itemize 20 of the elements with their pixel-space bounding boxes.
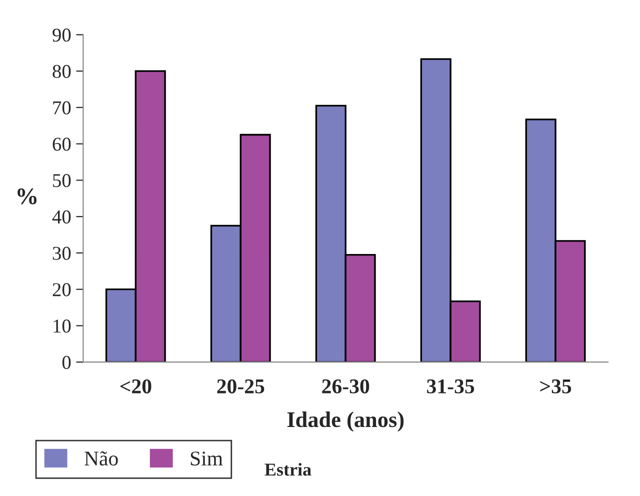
legend-label: Não xyxy=(84,451,118,466)
y-tick-label: 60 xyxy=(52,138,71,151)
y-tick-label: 70 xyxy=(53,101,71,114)
legend-title: Estria xyxy=(264,463,312,476)
legend-label: Sim xyxy=(190,452,223,466)
y-tick-label: 0 xyxy=(62,356,71,370)
y-tick-label: 10 xyxy=(54,320,71,333)
y-tick-label: 90 xyxy=(52,28,71,42)
y-tick-label: 30 xyxy=(52,246,71,260)
x-axis-title: Idade (anos) xyxy=(287,412,404,432)
x-tick-label: 26-30 xyxy=(322,379,370,394)
y-axis-title: % xyxy=(18,188,37,204)
x-tick-label: >35 xyxy=(540,379,572,394)
y-tick-label: 80 xyxy=(52,64,71,78)
y-tick-label: 40 xyxy=(52,210,71,224)
x-tick-label: <20 xyxy=(120,379,152,394)
y-tick-label: 50 xyxy=(53,174,71,188)
y-tick-label: 20 xyxy=(52,283,71,296)
x-tick-label: 31-35 xyxy=(427,379,474,394)
x-tick-label: 20-25 xyxy=(217,379,264,394)
